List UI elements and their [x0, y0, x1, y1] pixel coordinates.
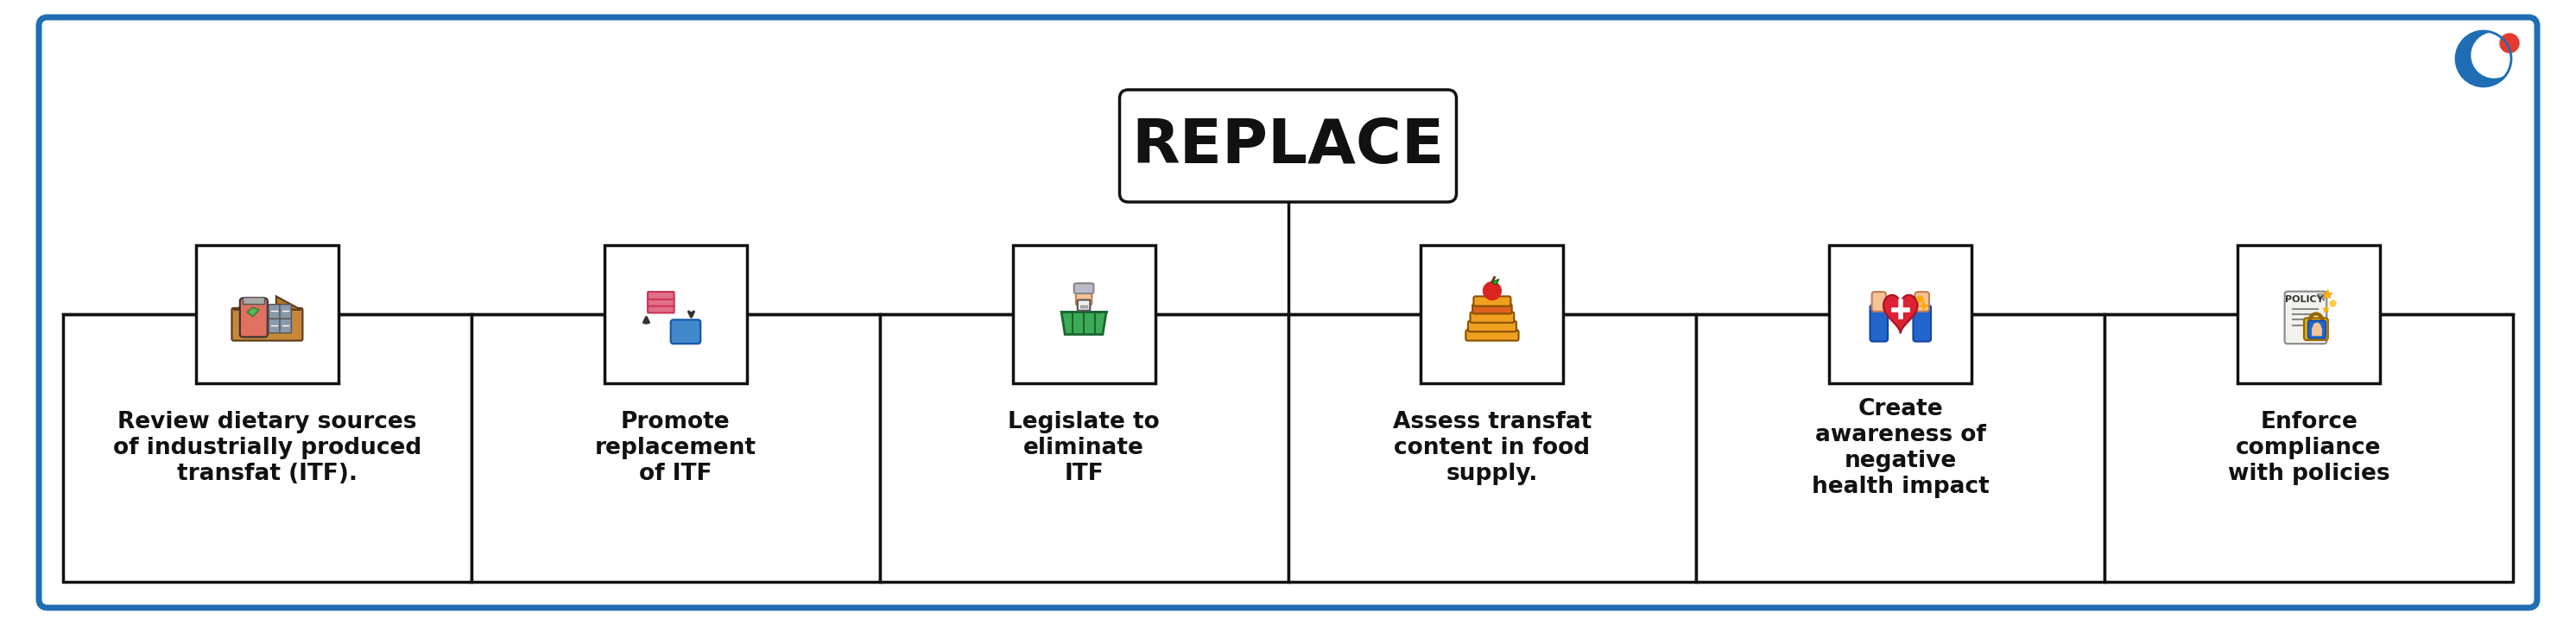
- Polygon shape: [2318, 294, 2324, 301]
- FancyBboxPatch shape: [281, 304, 291, 319]
- Polygon shape: [1492, 279, 1499, 285]
- FancyBboxPatch shape: [240, 298, 268, 337]
- FancyBboxPatch shape: [670, 320, 701, 344]
- Polygon shape: [276, 296, 301, 310]
- Polygon shape: [234, 301, 258, 310]
- Circle shape: [2470, 32, 2517, 78]
- Polygon shape: [247, 307, 260, 316]
- Circle shape: [1484, 282, 1502, 300]
- FancyBboxPatch shape: [1829, 245, 1971, 383]
- Text: POLICY: POLICY: [2285, 296, 2324, 304]
- Polygon shape: [1883, 295, 1917, 333]
- FancyBboxPatch shape: [281, 319, 291, 333]
- FancyBboxPatch shape: [1873, 292, 1886, 311]
- FancyBboxPatch shape: [1473, 296, 1510, 306]
- Text: Create
awareness of
negative
health impact: Create awareness of negative health impa…: [1811, 398, 1989, 498]
- FancyBboxPatch shape: [647, 299, 675, 306]
- FancyBboxPatch shape: [62, 314, 471, 582]
- FancyBboxPatch shape: [232, 308, 301, 341]
- FancyBboxPatch shape: [1012, 245, 1154, 383]
- FancyBboxPatch shape: [39, 18, 2537, 608]
- FancyBboxPatch shape: [647, 305, 675, 313]
- Text: Review dietary sources
of industrially produced
transfat (ITF).: Review dietary sources of industrially p…: [113, 411, 422, 485]
- FancyBboxPatch shape: [1870, 305, 1888, 341]
- FancyBboxPatch shape: [268, 319, 281, 333]
- FancyBboxPatch shape: [2285, 291, 2326, 344]
- Circle shape: [2313, 323, 2321, 331]
- FancyBboxPatch shape: [471, 314, 878, 582]
- FancyBboxPatch shape: [605, 245, 747, 383]
- FancyBboxPatch shape: [1914, 305, 1932, 341]
- Circle shape: [2455, 31, 2512, 86]
- Polygon shape: [1061, 312, 1105, 334]
- FancyBboxPatch shape: [196, 245, 337, 383]
- FancyBboxPatch shape: [2239, 245, 2380, 383]
- FancyBboxPatch shape: [1121, 90, 1455, 202]
- FancyBboxPatch shape: [1698, 314, 2105, 582]
- FancyBboxPatch shape: [1914, 292, 1929, 311]
- FancyBboxPatch shape: [1422, 245, 1564, 383]
- FancyBboxPatch shape: [1077, 300, 1090, 311]
- Circle shape: [2499, 34, 2519, 52]
- FancyBboxPatch shape: [1471, 312, 1515, 322]
- FancyBboxPatch shape: [647, 292, 675, 299]
- FancyBboxPatch shape: [242, 297, 265, 304]
- FancyBboxPatch shape: [2308, 321, 2326, 338]
- Text: Promote
replacement
of ITF: Promote replacement of ITF: [595, 411, 757, 485]
- FancyBboxPatch shape: [2105, 314, 2514, 582]
- FancyBboxPatch shape: [1473, 304, 1512, 314]
- FancyBboxPatch shape: [1077, 283, 1092, 306]
- Text: REPLACE: REPLACE: [1131, 116, 1445, 176]
- FancyBboxPatch shape: [1468, 321, 1517, 332]
- FancyBboxPatch shape: [2303, 318, 2329, 340]
- Text: Legislate to
eliminate
ITF: Legislate to eliminate ITF: [1007, 411, 1159, 485]
- FancyBboxPatch shape: [2313, 328, 2321, 336]
- Text: Enforce
compliance
with policies: Enforce compliance with policies: [2228, 411, 2391, 485]
- FancyBboxPatch shape: [268, 304, 281, 319]
- FancyBboxPatch shape: [1466, 330, 1520, 341]
- FancyBboxPatch shape: [1074, 283, 1095, 294]
- Text: Assess transfat
content in food
supply.: Assess transfat content in food supply.: [1394, 411, 1592, 485]
- FancyBboxPatch shape: [878, 314, 1288, 582]
- FancyBboxPatch shape: [1288, 314, 1698, 582]
